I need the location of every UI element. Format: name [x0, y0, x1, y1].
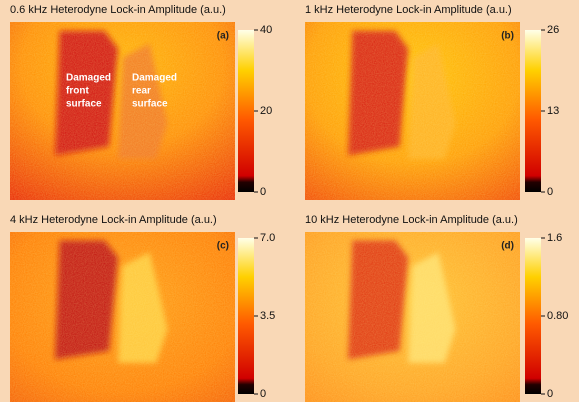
- annotation: surface: [132, 99, 168, 110]
- colorbar-tick-label: 0: [260, 186, 266, 198]
- image-noise: [10, 22, 235, 200]
- colorbar-tick-label: 0: [260, 388, 266, 400]
- annotation: front: [66, 86, 89, 97]
- panel-title: 1 kHz Heterodyne Lock-in Amplitude (a.u.…: [305, 4, 512, 16]
- panel-label: (a): [217, 31, 229, 42]
- panel-title: 4 kHz Heterodyne Lock-in Amplitude (a.u.…: [10, 214, 217, 226]
- colorbar: [238, 238, 254, 394]
- panel-label: (d): [501, 241, 514, 252]
- colorbar-tick-label: 0: [547, 186, 553, 198]
- colorbar: [238, 30, 254, 192]
- colorbar-tick-label: 0.80: [547, 310, 568, 322]
- colorbar: [525, 238, 541, 394]
- image-noise: [305, 232, 520, 402]
- panel-title: 0.6 kHz Heterodyne Lock-in Amplitude (a.…: [10, 4, 226, 16]
- panel-label: (b): [501, 31, 514, 42]
- colorbar-tick-label: 1.6: [547, 232, 562, 244]
- annotation: surface: [66, 99, 102, 110]
- annotation: Damaged: [132, 73, 177, 84]
- colorbar-tick-label: 7.0: [260, 232, 275, 244]
- colorbar-tick-label: 3.5: [260, 310, 275, 322]
- colorbar-tick-label: 20: [260, 105, 272, 117]
- image-noise: [10, 232, 235, 402]
- colorbar: [525, 30, 541, 192]
- colorbar-tick-label: 0: [547, 388, 553, 400]
- colorbar-tick-label: 40: [260, 24, 272, 36]
- panel-label: (c): [217, 241, 229, 252]
- image-noise: [305, 22, 520, 200]
- colorbar-tick-label: 13: [547, 105, 559, 117]
- annotation: Damaged: [66, 73, 111, 84]
- panel-title: 10 kHz Heterodyne Lock-in Amplitude (a.u…: [305, 214, 518, 226]
- annotation: rear: [132, 86, 151, 97]
- colorbar-tick-label: 26: [547, 24, 559, 36]
